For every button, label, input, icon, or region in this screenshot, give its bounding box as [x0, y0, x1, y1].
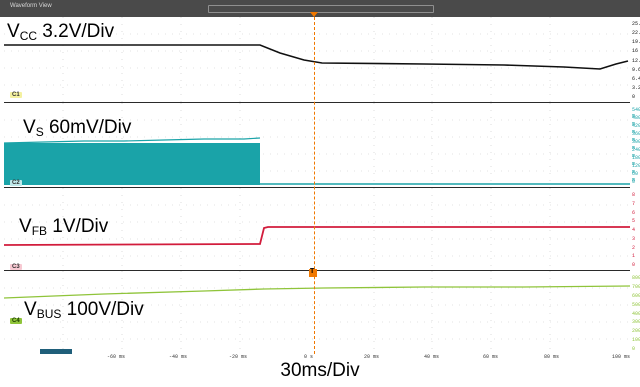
- channel-1-plot: [4, 17, 630, 102]
- channel-2-panel: VS 60mV/Div C2: [4, 103, 630, 188]
- scale-label: 400: [632, 310, 640, 317]
- time-tick-label: 80 ms: [544, 354, 560, 360]
- scale-label: 300: [632, 319, 640, 326]
- vs-switching-burst: [4, 143, 260, 185]
- channel-3-tag[interactable]: C3: [10, 264, 22, 270]
- timebase-overview-slider[interactable]: [208, 5, 434, 13]
- scale-label: 2: [632, 244, 636, 251]
- trigger-marker-icon[interactable]: T: [309, 268, 317, 277]
- scale-label: 600: [632, 292, 640, 299]
- scale-label: 16: [632, 48, 639, 55]
- time-tick-label: -60 ms: [107, 354, 126, 360]
- scale-label: 240 m: [632, 147, 640, 159]
- channel-4-label: VBUS 100V/Div: [24, 299, 144, 321]
- time-tick-label: 100 ms: [612, 354, 631, 360]
- vbus-trace: [4, 285, 630, 299]
- scale-label: 300 m: [632, 139, 640, 151]
- scale-label: 0: [632, 262, 636, 268]
- scale-label: 0: [632, 94, 636, 100]
- scale-label: 22.4: [632, 30, 640, 37]
- scale-label: 100: [632, 337, 640, 344]
- timebase-caption: 30ms/Div: [280, 360, 360, 381]
- scale-label: 360 m: [632, 131, 640, 143]
- scale-label: 19.2: [632, 39, 640, 46]
- scale-label: 3: [632, 235, 636, 242]
- time-tick-label: 40 ms: [424, 354, 440, 360]
- scale-label: 700: [632, 283, 640, 290]
- grid-dots: [4, 17, 630, 102]
- scale-label: 0: [632, 346, 636, 352]
- trigger-time-line: [314, 17, 315, 354]
- scale-label: 540 m: [632, 107, 640, 119]
- scale-label: 1: [632, 253, 636, 260]
- zoom-navigator[interactable]: [40, 349, 72, 354]
- scale-label: 500: [632, 301, 640, 308]
- channel-4-plot: [4, 271, 630, 354]
- vcc-trace: [4, 44, 629, 70]
- channel-1-tag[interactable]: C1: [10, 92, 22, 98]
- scale-label: 420 m: [632, 123, 640, 135]
- channel-3-plot: [4, 188, 630, 270]
- scale-label: 480 m: [632, 115, 640, 127]
- channel-4-tag[interactable]: C4: [10, 318, 22, 324]
- scale-label: 6.4: [632, 75, 640, 82]
- scale-label: 60 m: [632, 171, 639, 183]
- channel-2-tag[interactable]: C2: [10, 180, 22, 186]
- channel-2-label: VS 60mV/Div: [23, 117, 132, 139]
- scale-label: 25.6: [632, 21, 640, 27]
- window-title: Waveform View: [10, 3, 52, 9]
- waveform-view-titlebar: Waveform View: [0, 0, 640, 17]
- scale-label: 12.8: [632, 57, 640, 64]
- channel-1-label: VCC 3.2V/Div: [7, 21, 115, 43]
- scale-label: 200: [632, 328, 640, 335]
- time-tick-label: -20 ms: [229, 354, 248, 360]
- oscilloscope-display: Waveform View VCC 3.2V/Div C1: [0, 0, 640, 360]
- scale-label: 5: [632, 218, 636, 225]
- scale-label: 9.6: [632, 66, 640, 73]
- scale-label: 800: [632, 275, 640, 281]
- time-tick-label: 0 s: [304, 354, 314, 360]
- channel-2-plot: [4, 103, 630, 187]
- scale-label: 3.2: [632, 84, 640, 91]
- scale-label: 180 m: [632, 155, 640, 167]
- time-tick-label: -40 ms: [169, 354, 188, 360]
- scale-label: 4: [632, 227, 636, 233]
- channel-3-label: VFB 1V/Div: [19, 216, 109, 238]
- time-tick-label: 60 ms: [483, 354, 499, 360]
- channel-4-panel: VBUS 100V/Div C4: [4, 271, 630, 354]
- scale-label: 0: [632, 179, 636, 185]
- channel-1-panel: VCC 3.2V/Div C1: [4, 17, 630, 103]
- channel-3-panel: VFB 1V/Div C3: [4, 188, 630, 271]
- vfb-trace: [4, 226, 630, 246]
- scale-label: 7: [632, 200, 636, 207]
- scale-label: 120 m: [632, 163, 640, 175]
- scale-label: 6: [632, 209, 636, 216]
- time-tick-label: 20 ms: [364, 354, 380, 360]
- trigger-position-icon[interactable]: [310, 12, 318, 17]
- scale-label: 8: [632, 192, 636, 198]
